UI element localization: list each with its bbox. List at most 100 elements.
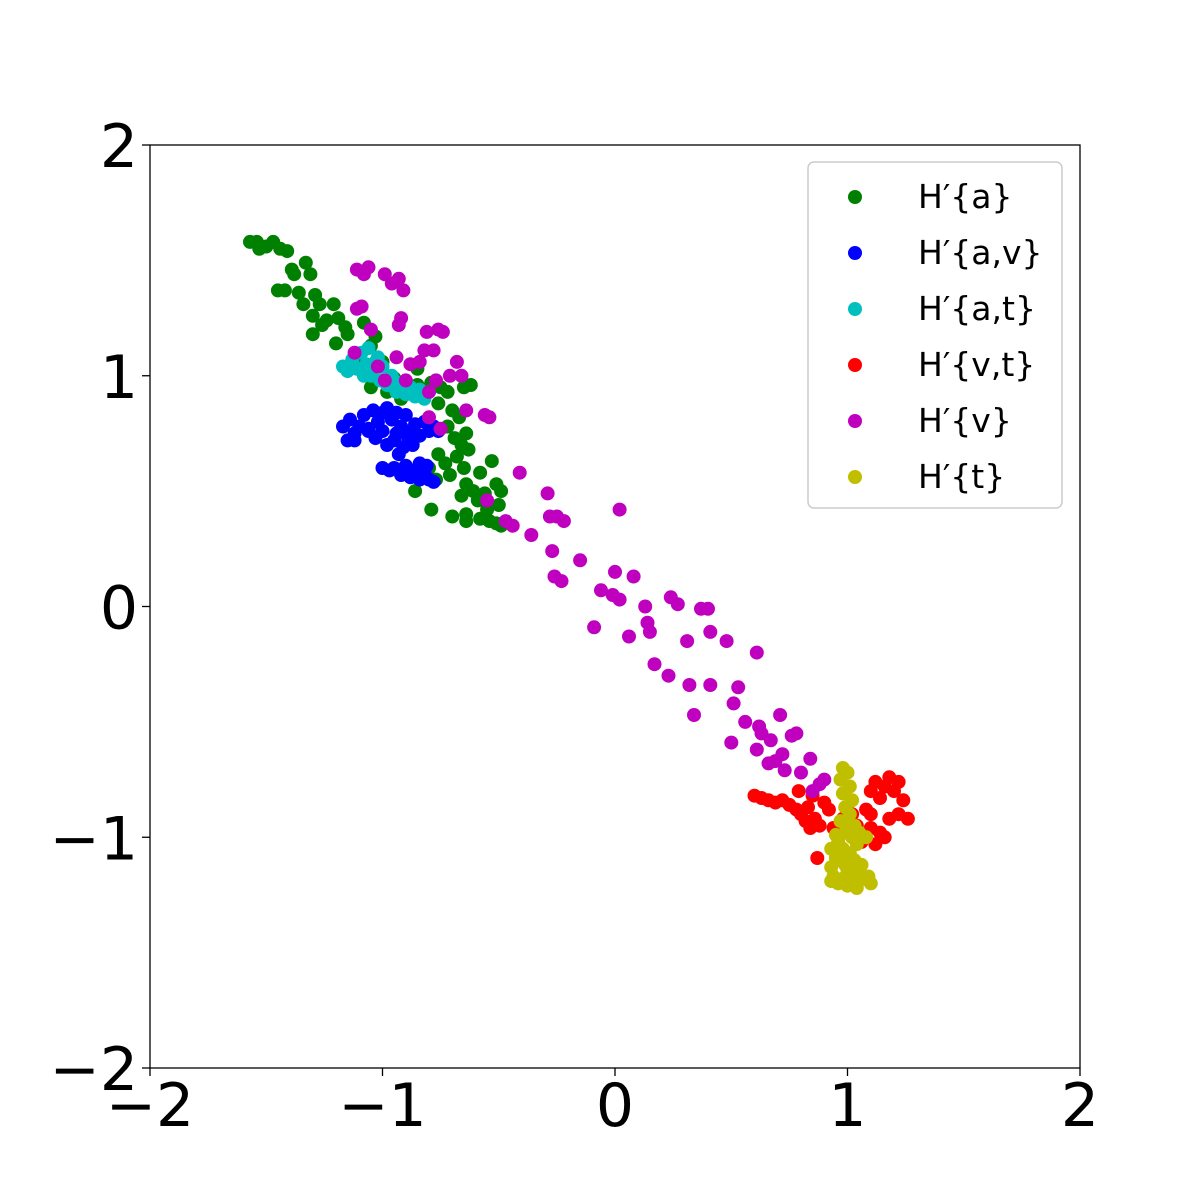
data-point — [761, 756, 776, 771]
data-point — [719, 634, 734, 649]
data-point — [863, 807, 878, 822]
data-point — [833, 853, 848, 868]
data-point — [794, 765, 808, 780]
data-point — [847, 862, 862, 877]
data-point — [280, 244, 295, 259]
legend-label: H′{a,v} — [918, 233, 1043, 272]
data-point — [396, 283, 411, 298]
data-point — [749, 742, 764, 757]
data-point — [347, 345, 362, 360]
data-point — [726, 696, 741, 711]
data-point — [431, 396, 446, 411]
data-point — [484, 454, 499, 469]
data-point — [361, 424, 376, 439]
data-point — [349, 301, 364, 316]
data-point — [777, 763, 792, 778]
data-point — [803, 751, 818, 766]
data-point — [391, 318, 406, 332]
data-point — [431, 322, 446, 337]
y-tick-label: −1 — [50, 804, 138, 874]
data-point — [849, 881, 864, 895]
legend-label: H′{a,t} — [918, 289, 1036, 328]
data-point — [505, 518, 520, 533]
y-tick-label: 1 — [100, 343, 138, 413]
y-tick-label: −2 — [50, 1035, 138, 1105]
data-point — [319, 313, 334, 328]
data-point — [824, 841, 839, 856]
data-point — [670, 597, 685, 612]
data-point — [408, 484, 423, 499]
data-point — [391, 271, 406, 286]
data-point — [491, 498, 506, 512]
data-point — [738, 714, 753, 729]
legend-marker — [848, 302, 862, 316]
data-point — [863, 876, 878, 891]
data-point — [524, 528, 539, 542]
data-point — [442, 468, 457, 482]
data-point — [363, 322, 378, 337]
data-point — [438, 456, 453, 471]
data-point — [287, 267, 302, 282]
data-point — [642, 624, 657, 639]
data-point — [573, 553, 588, 568]
data-point — [419, 324, 434, 339]
series-1 — [336, 401, 446, 489]
data-point — [422, 384, 436, 399]
data-point — [296, 297, 311, 312]
legend-marker — [848, 358, 862, 372]
data-point — [473, 465, 488, 480]
legend-marker — [848, 470, 862, 484]
axes-layer: −2 −1 0 1 2 −2 −1 0 1 2 — [50, 112, 1100, 1141]
data-point — [605, 588, 620, 602]
data-point — [775, 747, 790, 762]
y-tick-label: 0 — [100, 574, 138, 644]
data-point — [622, 629, 636, 644]
data-point — [291, 285, 306, 300]
data-point — [377, 373, 392, 388]
legend-label: H′{t} — [918, 457, 1005, 496]
data-point — [840, 818, 855, 833]
data-point — [494, 484, 509, 499]
data-point — [682, 678, 697, 692]
data-point — [419, 458, 434, 473]
data-point — [424, 502, 439, 517]
y-tick-label: 2 — [100, 112, 138, 182]
legend-marker — [848, 190, 862, 204]
data-point — [556, 514, 571, 529]
data-point — [449, 449, 464, 464]
data-point — [703, 624, 718, 639]
data-point — [456, 461, 471, 475]
data-point — [277, 283, 292, 298]
data-point — [812, 818, 827, 833]
data-point — [449, 354, 464, 369]
data-point — [461, 442, 476, 457]
data-point — [463, 378, 478, 392]
data-point — [824, 874, 839, 889]
series-4 — [347, 260, 832, 799]
data-point — [789, 726, 804, 741]
data-point — [422, 410, 436, 425]
data-point — [440, 384, 455, 399]
data-point — [594, 583, 608, 598]
x-tick-label: 0 — [596, 1071, 634, 1141]
data-point — [375, 424, 390, 439]
legend-marker — [848, 414, 862, 428]
data-point — [326, 297, 341, 312]
data-point — [370, 359, 385, 374]
data-point — [701, 601, 715, 616]
data-point — [405, 438, 420, 452]
x-tick-label: 1 — [828, 1071, 866, 1141]
data-point — [661, 668, 676, 683]
data-point — [612, 502, 627, 517]
data-point — [638, 599, 653, 614]
data-point — [540, 486, 555, 501]
data-point — [389, 350, 404, 365]
data-point — [763, 733, 778, 748]
legend-label: H′{a} — [918, 177, 1013, 216]
data-point — [687, 708, 701, 722]
data-point — [545, 544, 560, 559]
data-point — [791, 784, 806, 799]
data-point — [882, 811, 897, 826]
data-point — [398, 373, 413, 388]
data-point — [828, 827, 843, 842]
